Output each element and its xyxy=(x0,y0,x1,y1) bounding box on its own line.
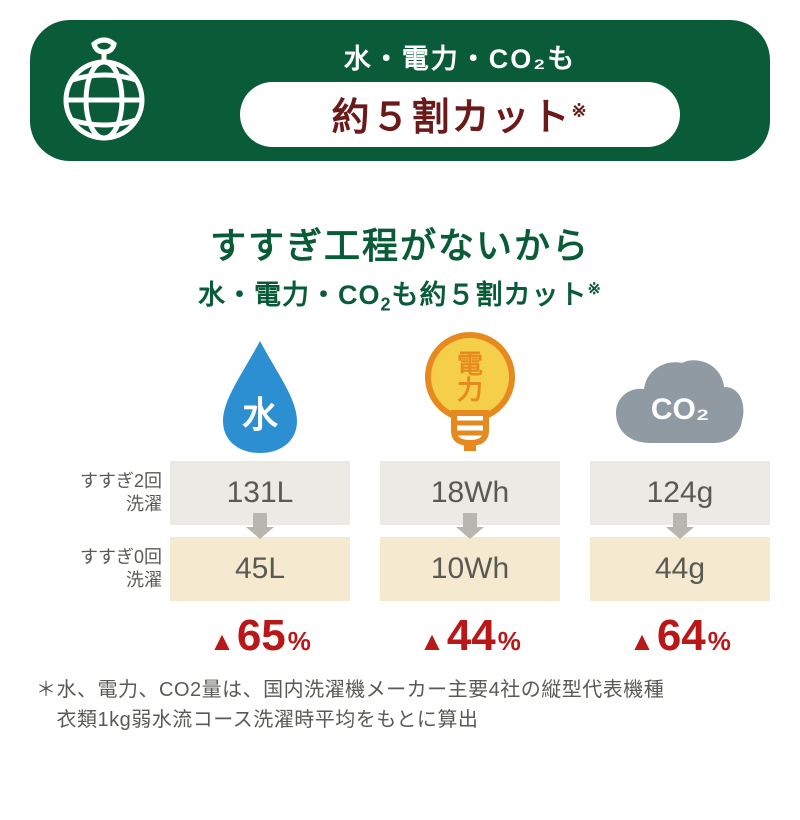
water-reduction: ▲65% xyxy=(209,611,311,661)
footnote: ＊水、電力、CO2量は、国内洗濯機メーカー主要4社の縦型代表機種 衣類1kg弱水… xyxy=(36,675,764,735)
header-banner: 水・電力・CO₂も 約５割カット※ xyxy=(30,20,770,161)
col-water: 水 131L 45L ▲65% xyxy=(170,331,350,661)
comparison-chart: すすぎ2回 洗濯 すすぎ0回 洗濯 水 131L 45L xyxy=(30,331,770,661)
water-before: 131L xyxy=(170,461,350,525)
arrow-down-icon xyxy=(666,513,694,539)
col-co2: CO₂ 124g 44g ▲64% xyxy=(590,331,770,661)
row-label-before: すすぎ2回 洗濯 xyxy=(30,461,170,525)
header-line1: 水・電力・CO₂も xyxy=(174,37,746,76)
svg-text:CO₂: CO₂ xyxy=(651,393,709,426)
power-after: 10Wh xyxy=(380,537,560,601)
arrow-down-icon xyxy=(456,513,484,539)
subheading-sub: 水・電力・CO2も約５割カット※ xyxy=(0,273,800,315)
header-pill-text: 約５割カット※ xyxy=(331,97,588,139)
arrow-down-icon xyxy=(246,513,274,539)
header-footnote: ※すすぎ工程2回に比べて0回設定の場合 xyxy=(0,171,740,197)
lightbulb-icon: 電 力 xyxy=(420,331,520,461)
subheading: すすぎ工程がないから 水・電力・CO2も約５割カット※ xyxy=(0,217,800,315)
co2-reduction: ▲64% xyxy=(629,611,731,661)
water-after: 45L xyxy=(170,537,350,601)
row-label-after: すすぎ0回 洗濯 xyxy=(30,537,170,601)
subheading-main: すすぎ工程がないから xyxy=(0,217,800,269)
columns: 水 131L 45L ▲65% xyxy=(170,331,770,661)
co2-after: 44g xyxy=(590,537,770,601)
header-text: 水・電力・CO₂も 約５割カット※ xyxy=(174,37,746,147)
row-labels: すすぎ2回 洗濯 すすぎ0回 洗濯 xyxy=(30,331,170,661)
svg-text:力: 力 xyxy=(457,375,483,405)
power-reduction: ▲44% xyxy=(419,611,521,661)
col-power: 電 力 18Wh 10Wh ▲44% xyxy=(380,331,560,661)
power-before: 18Wh xyxy=(380,461,560,525)
footnote-line1: ＊水、電力、CO2量は、国内洗濯機メーカー主要4社の縦型代表機種 xyxy=(36,675,764,705)
globe-eco-icon xyxy=(54,34,154,149)
header-pill: 約５割カット※ xyxy=(240,82,680,147)
svg-text:水: 水 xyxy=(242,394,279,435)
water-drop-icon: 水 xyxy=(215,331,305,461)
footnote-line2: 衣類1kg弱水流コース洗濯時平均をもとに算出 xyxy=(36,705,764,735)
co2-before: 124g xyxy=(590,461,770,525)
cloud-co2-icon: CO₂ xyxy=(610,331,750,461)
